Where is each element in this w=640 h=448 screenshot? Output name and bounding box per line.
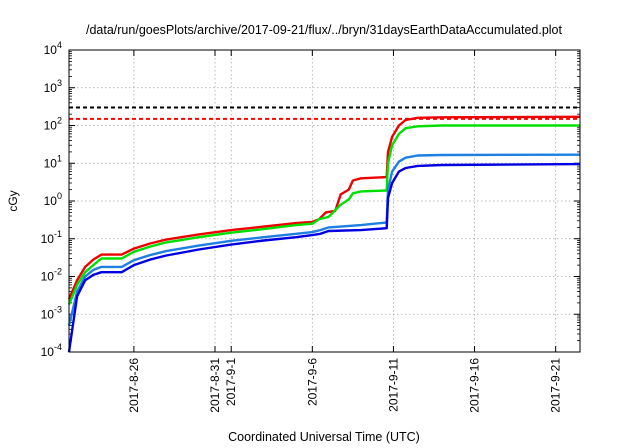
y-tick-label: 10-2 — [41, 267, 62, 284]
series-line — [67, 153, 581, 326]
y-axis-label: cGy — [6, 190, 20, 211]
y-tick-label: 10-4 — [41, 342, 62, 359]
x-tick-label: 2017-9-21 — [549, 358, 563, 413]
y-tick-label: 102 — [44, 116, 62, 133]
x-tick-label: 2017-9-1 — [224, 358, 238, 406]
x-tick-label: 2017-8-26 — [127, 358, 141, 413]
series-lines — [67, 115, 581, 353]
y-tick-labels: 10-4 10-3 10-2 10-1 100 101 102 103 104 — [41, 40, 62, 359]
y-tick-label: 10-3 — [41, 304, 62, 321]
grid-lines — [69, 49, 580, 353]
y-tick-label: 10-1 — [41, 229, 62, 246]
x-tick-label: 2017-9-11 — [386, 358, 400, 412]
series-line — [67, 162, 581, 353]
x-tick-label: 2017-9-6 — [305, 358, 319, 406]
plot-frame — [68, 49, 581, 353]
series-line — [67, 115, 581, 300]
x-axis-label: Coordinated Universal Time (UTC) — [228, 430, 420, 444]
x-tick-label: 2017-9-16 — [468, 358, 482, 413]
reference-lines — [69, 106, 580, 120]
series-line — [67, 124, 580, 306]
x-tick-label: 2017-8-31 — [208, 358, 222, 413]
chart-title: /data/run/goesPlots/archive/2017-09-21/f… — [86, 23, 562, 37]
x-tick-labels: 2017-8-26 2017-8-31 2017-9-1 2017-9-6 2017-9… — [127, 358, 563, 413]
y-tick-label: 103 — [44, 78, 62, 95]
y-tick-label: 104 — [44, 40, 62, 57]
y-tick-label: 101 — [44, 153, 62, 170]
y-tick-label: 100 — [44, 191, 62, 208]
